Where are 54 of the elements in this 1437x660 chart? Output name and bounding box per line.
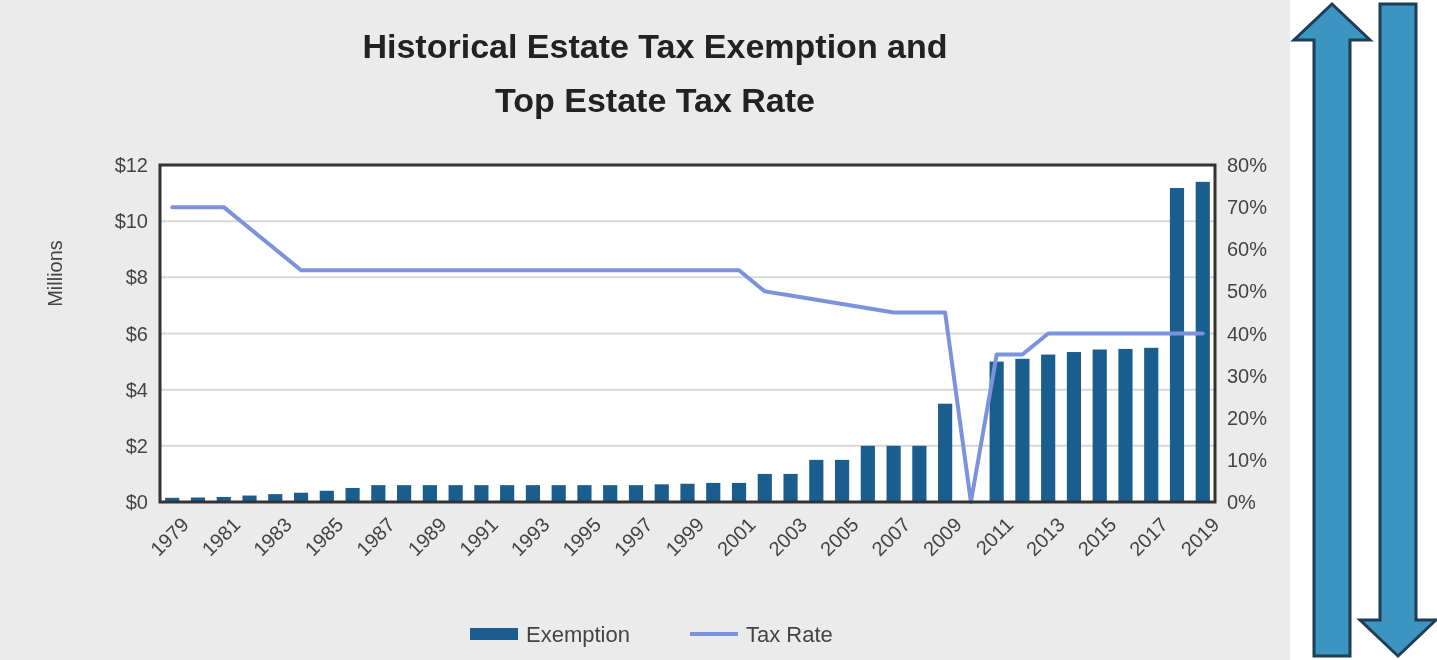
bar: [860, 445, 875, 502]
y-tick-label: $12: [114, 154, 148, 176]
bar: [809, 459, 824, 502]
bar: [500, 485, 515, 502]
y2-tick-label: 70%: [1227, 196, 1268, 219]
y2-tick-label: 60%: [1227, 238, 1268, 261]
bar: [1066, 352, 1082, 502]
bar: [1092, 349, 1107, 502]
y2-tick-label: 20%: [1227, 406, 1268, 429]
bar: [577, 485, 592, 502]
bar: [1144, 347, 1159, 502]
bar: [371, 485, 386, 502]
bar: [757, 473, 772, 502]
y2-tick-label: 10%: [1227, 448, 1268, 471]
bar: [912, 445, 927, 502]
y-tick-label: $2: [125, 434, 148, 457]
bar: [731, 482, 747, 502]
y2-tick-label: 0%: [1227, 491, 1257, 513]
bar: [1195, 181, 1210, 502]
y-tick-label: $10: [114, 210, 148, 233]
bar: [448, 485, 463, 502]
bar: [397, 485, 412, 502]
bar: [654, 484, 669, 502]
bar: [989, 361, 1004, 502]
bar: [1041, 354, 1056, 502]
bar: [551, 485, 566, 502]
bar: [680, 483, 695, 502]
bar: [603, 485, 618, 502]
y-tick-label: $8: [125, 266, 148, 289]
legend-label: Tax Rate: [746, 621, 833, 647]
bar: [345, 487, 360, 502]
chart-title: Historical Estate Tax Exemption and Top Estate Tax Rate: [362, 27, 948, 119]
bar: [422, 485, 437, 502]
y-tick-label: $6: [125, 322, 148, 345]
bar: [1169, 188, 1185, 502]
bar: [938, 403, 953, 502]
y-tick-label: $0: [125, 491, 148, 513]
y-tick-label: $4: [125, 378, 148, 401]
bar: [474, 485, 489, 502]
bar: [783, 473, 798, 502]
bar: [1015, 358, 1030, 502]
y2-tick-label: 80%: [1227, 154, 1268, 176]
bar: [1118, 348, 1133, 502]
y2-tick-label: 40%: [1227, 322, 1268, 345]
bar: [886, 445, 901, 502]
y2-tick-label: 30%: [1227, 364, 1268, 387]
y-axis-title: Millions: [44, 240, 66, 307]
bar: [706, 482, 721, 502]
y2-tick-label: 50%: [1227, 280, 1268, 303]
line-series: [170, 205, 1205, 504]
bar: [628, 485, 644, 502]
bar: [834, 459, 850, 502]
bar: [525, 485, 541, 502]
legend-label: Exemption: [526, 621, 630, 647]
